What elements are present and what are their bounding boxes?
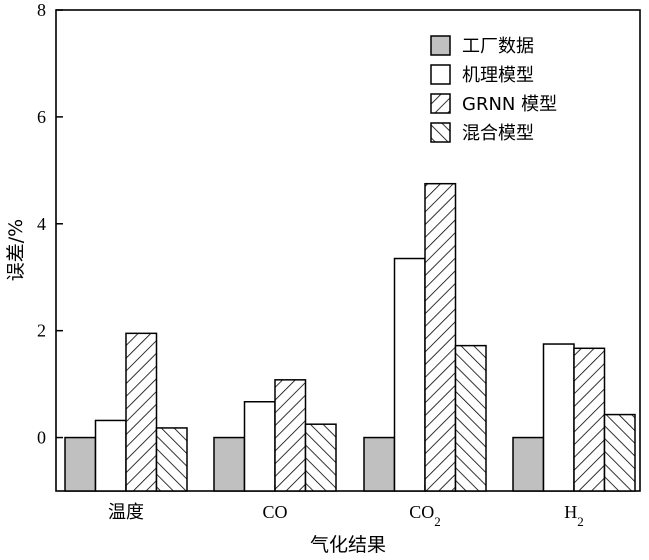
- x-tick-label: H2: [564, 502, 584, 529]
- bar-3-0: [155, 427, 188, 492]
- y-tick-label: 6: [37, 107, 46, 127]
- bar-3-3: [603, 413, 636, 492]
- y-axis: 0 2 4 6 8: [37, 0, 63, 448]
- x-axis-title: 气化结果: [310, 534, 386, 556]
- bar-3-2: [454, 344, 487, 492]
- x-tick-label: CO2: [409, 502, 441, 529]
- legend-swatch: [430, 64, 451, 85]
- legend-label: 工厂数据: [462, 36, 534, 57]
- bar-1-2: [393, 257, 426, 492]
- plot-frame: [55, 9, 641, 492]
- bar-1-3: [542, 343, 575, 492]
- bar-2-0: [125, 332, 158, 492]
- bar-2-1: [274, 379, 307, 492]
- legend-swatch: [430, 122, 451, 143]
- x-tick-label: CO: [262, 502, 287, 522]
- bar-2-3: [573, 347, 606, 492]
- legend-swatch: [430, 93, 451, 114]
- bar-2-2: [424, 182, 457, 492]
- bar-3-1: [304, 423, 337, 492]
- legend-swatch: [430, 35, 451, 56]
- y-tick-label: 4: [37, 214, 46, 234]
- x-tick-label: 温度: [108, 502, 144, 522]
- legend-label: GRNN 模型: [462, 94, 557, 115]
- y-tick-label: 8: [37, 0, 46, 20]
- bars-group: [64, 182, 636, 492]
- legend-label: 机理模型: [462, 65, 534, 86]
- bar-0-0: [64, 436, 97, 492]
- legend-label: 混合模型: [462, 123, 534, 144]
- bar-0-3: [512, 436, 545, 492]
- y-axis-title: 误差/%: [5, 219, 27, 281]
- bar-1-1: [243, 400, 276, 492]
- y-tick-label: 0: [37, 428, 46, 448]
- bar-0-1: [213, 436, 246, 492]
- bar-1-0: [94, 419, 127, 492]
- y-tick-label: 2: [37, 321, 46, 341]
- bar-0-2: [363, 436, 396, 492]
